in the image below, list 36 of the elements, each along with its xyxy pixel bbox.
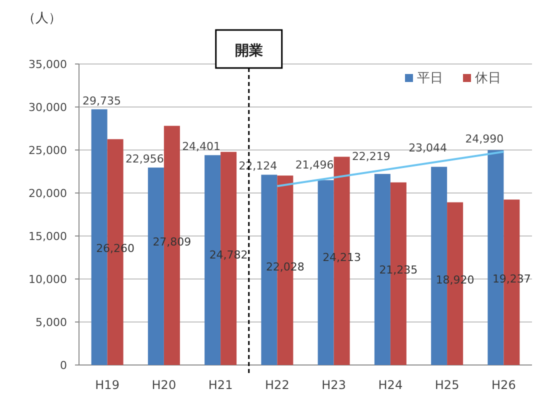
data-label: 22,124 (238, 160, 278, 173)
x-tick-label: H21 (208, 378, 233, 392)
x-tick-label: H22 (265, 378, 290, 392)
x-tick-label: H23 (322, 378, 346, 392)
x-tick-label: H26 (492, 378, 516, 392)
x-tick-label: H20 (152, 378, 176, 392)
data-label: 18,920 (436, 274, 474, 287)
data-label: 21,235 (379, 264, 418, 277)
x-tick-label: H25 (434, 378, 460, 392)
y-tick-label: 35,000 (28, 58, 67, 71)
data-label: 22,956 (125, 152, 164, 166)
y-tick-label: 5,000 (36, 316, 67, 329)
data-label: 27,809 (152, 235, 192, 248)
y-tick-label: 30,000 (28, 101, 67, 114)
data-label: 24,213 (322, 250, 362, 264)
ref-line-label: 開業 (234, 43, 263, 59)
data-label: 22,028 (266, 260, 304, 274)
y-axis-title: （人） (22, 11, 62, 26)
data-label: 21,496 (295, 158, 334, 172)
data-label: 26,260 (96, 242, 135, 256)
x-tick-label: H19 (95, 378, 120, 392)
data-label: 24,782 (209, 248, 248, 262)
data-label: 24,401 (182, 140, 221, 154)
data-label: 23,044 (408, 141, 448, 154)
data-label: 19,237 (492, 272, 531, 286)
y-tick-label: 15,000 (28, 230, 67, 243)
legend-label: 休日 (475, 71, 501, 86)
data-label: 24,990 (465, 132, 504, 146)
legend-label: 平日 (417, 71, 443, 86)
y-tick-label: 25,000 (28, 144, 67, 157)
data-label: 22,219 (352, 150, 390, 163)
y-tick-label: 10,000 (28, 273, 67, 286)
y-tick-label: 20,000 (28, 187, 67, 200)
y-tick-label: 0 (60, 359, 67, 372)
x-tick-label: H24 (378, 378, 403, 392)
data-label: 29,735 (82, 94, 121, 108)
